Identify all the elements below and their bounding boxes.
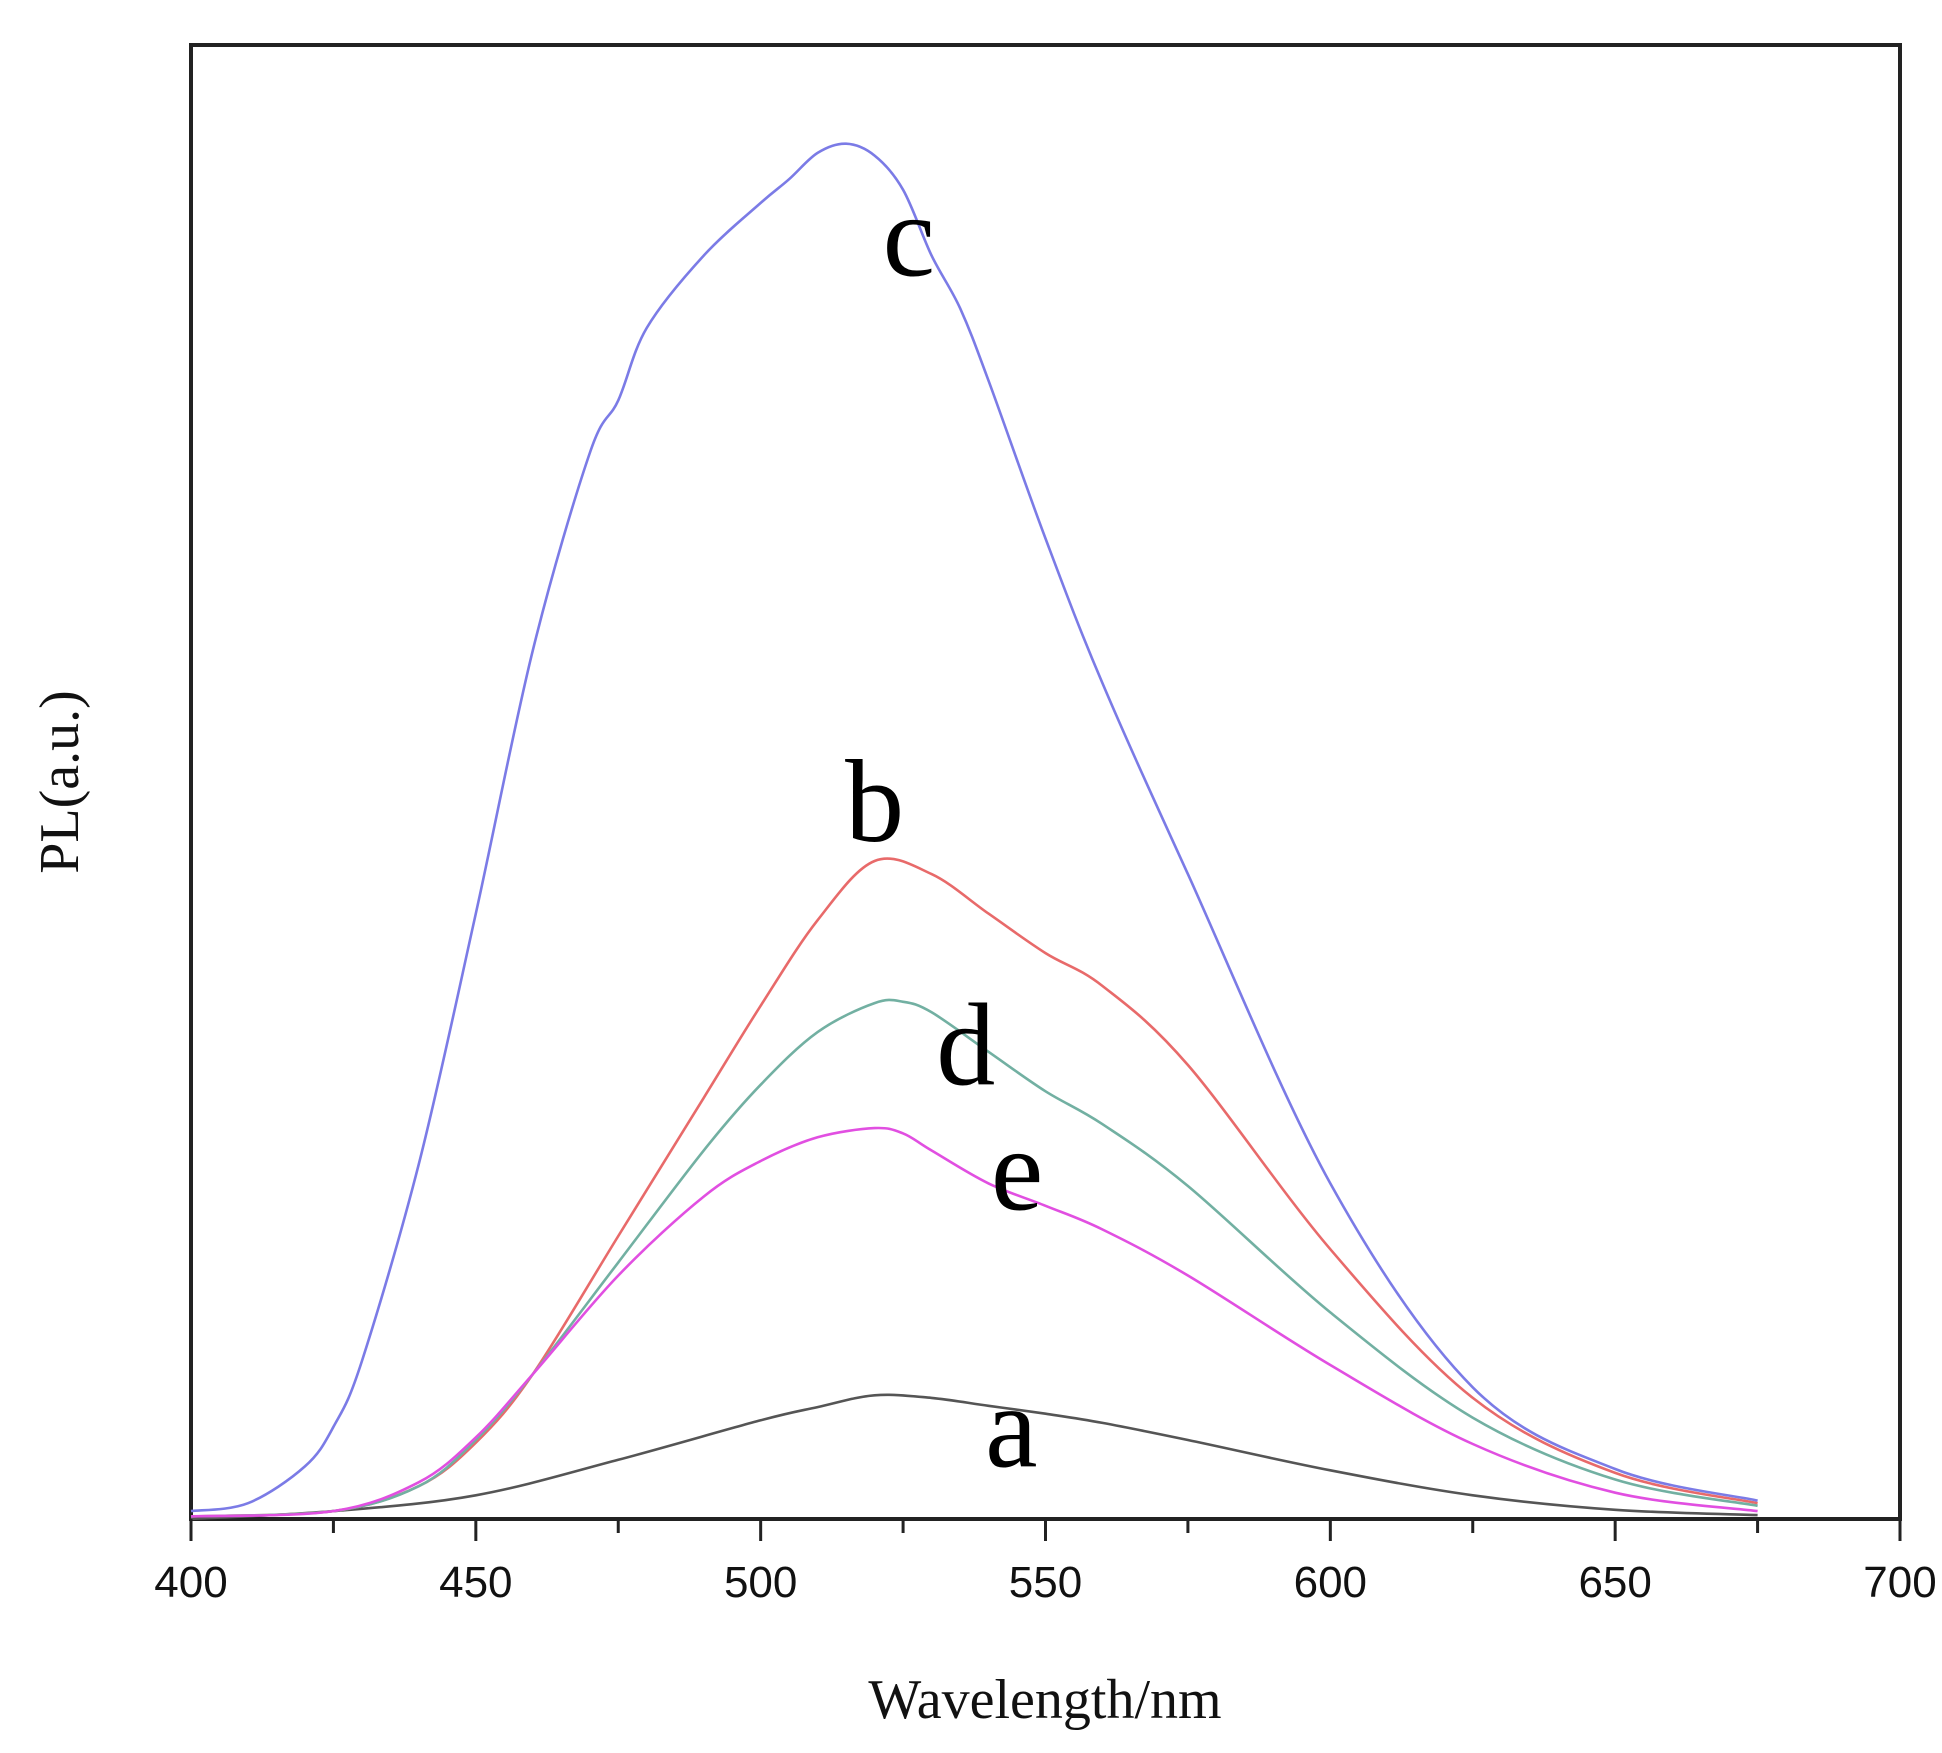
x-tick-label-450: 450 (439, 1558, 512, 1607)
x-tick-label-500: 500 (724, 1558, 797, 1607)
x-axis-ticks (189, 1519, 1902, 1541)
curve-label-e: e (991, 1105, 1043, 1236)
x-tick-label-650: 650 (1578, 1558, 1651, 1607)
curve-label-d: d (936, 980, 995, 1111)
curve-label-c: c (883, 170, 935, 301)
x-axis-tick-labels: 400 450 500 550 600 650 700 (154, 1558, 1936, 1607)
curve-label-b: b (845, 736, 904, 867)
x-tick-label-600: 600 (1294, 1558, 1367, 1607)
x-tick-label-400: 400 (154, 1558, 227, 1607)
x-tick-label-700: 700 (1863, 1558, 1936, 1607)
y-axis-label: PL(a.u.) (29, 690, 91, 874)
curve-label-a: a (985, 1361, 1037, 1492)
series-layer (190, 142, 1758, 1521)
series-line-c (190, 142, 1758, 1513)
x-axis-label: Wavelength/nm (868, 1669, 1221, 1731)
series-line-b (190, 857, 1758, 1518)
x-tick-label-550: 550 (1009, 1558, 1082, 1607)
series-line-a (190, 1393, 1758, 1521)
series-line-e (190, 1126, 1758, 1518)
plot-frame (189, 43, 1902, 1521)
series-line-d (190, 998, 1758, 1518)
